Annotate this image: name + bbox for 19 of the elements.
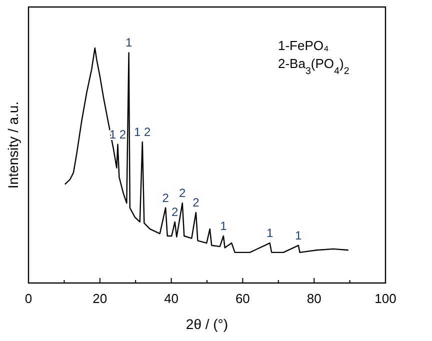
x-tick-label: 60	[235, 291, 250, 306]
x-tick-label: 80	[306, 291, 322, 306]
x-tick-label: 20	[92, 291, 108, 306]
annotation: 1 2	[134, 125, 152, 139]
y-axis-title: Intensity / a.u.	[5, 101, 21, 189]
x-tick-label: 40	[164, 291, 179, 306]
annotation: 1-FePO₄	[278, 38, 329, 53]
annotation: 2	[162, 190, 170, 205]
annotation: 1	[125, 36, 132, 50]
annotation: 2	[172, 204, 179, 219]
annotation: 2-Ba$_{3}$(PO$_{4}$)$_{2}$	[278, 56, 350, 76]
annotation: 1	[266, 226, 274, 240]
annotation: 2	[192, 196, 200, 210]
annotation: 2	[179, 186, 186, 200]
x-tick-label: 0	[24, 291, 32, 306]
x-axis-title: 2θ / (°)	[186, 316, 228, 332]
annotation: 1	[220, 219, 228, 233]
annotation: 1	[295, 228, 302, 242]
x-tick-label: 100	[374, 291, 396, 306]
